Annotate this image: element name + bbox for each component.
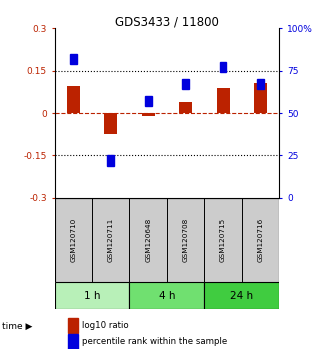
Bar	[145, 96, 152, 106]
Text: time ▶: time ▶	[2, 322, 32, 331]
Bar	[104, 113, 117, 134]
FancyBboxPatch shape	[55, 282, 129, 309]
Title: GDS3433 / 11800: GDS3433 / 11800	[115, 15, 219, 28]
Bar	[182, 79, 189, 89]
Text: GSM120708: GSM120708	[183, 218, 189, 262]
FancyBboxPatch shape	[129, 282, 204, 309]
Text: 24 h: 24 h	[230, 291, 253, 301]
Text: GSM120715: GSM120715	[220, 218, 226, 262]
Bar	[142, 113, 155, 116]
Text: GSM120648: GSM120648	[145, 218, 151, 262]
Bar	[217, 88, 230, 113]
Text: GSM120710: GSM120710	[70, 218, 76, 262]
Bar	[70, 54, 77, 64]
FancyBboxPatch shape	[55, 198, 279, 282]
Bar	[179, 102, 192, 113]
Text: log10 ratio: log10 ratio	[82, 321, 128, 330]
Text: GSM120711: GSM120711	[108, 218, 114, 262]
Bar	[220, 62, 226, 72]
Text: percentile rank within the sample: percentile rank within the sample	[82, 337, 227, 346]
Bar	[68, 318, 78, 333]
Bar	[107, 155, 114, 166]
Bar	[254, 84, 267, 113]
Bar	[67, 86, 80, 113]
FancyBboxPatch shape	[204, 282, 279, 309]
Bar	[257, 79, 264, 89]
Text: GSM120716: GSM120716	[257, 218, 264, 262]
Text: 1 h: 1 h	[84, 291, 100, 301]
Bar	[68, 334, 78, 349]
Text: 4 h: 4 h	[159, 291, 175, 301]
